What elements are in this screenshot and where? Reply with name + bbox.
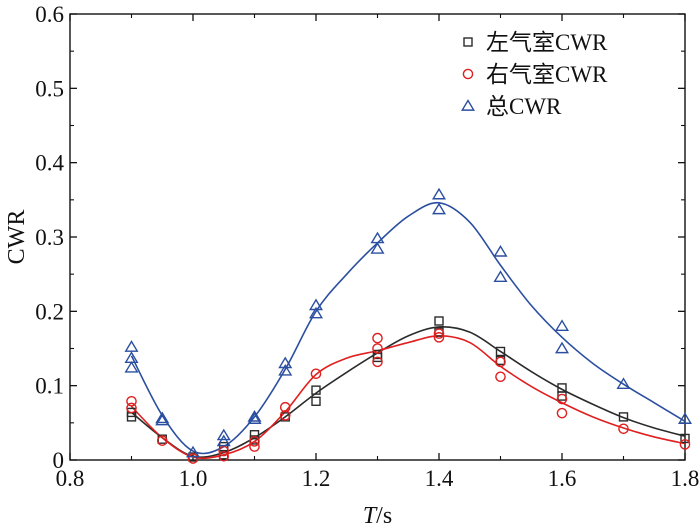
data-point-right-chamber xyxy=(187,453,199,464)
data-point-right-chamber xyxy=(279,410,291,421)
data-point-total xyxy=(616,377,631,390)
data-point-right-chamber xyxy=(372,356,383,368)
x-tick-label: 1.2 xyxy=(302,466,331,491)
data-point-total xyxy=(493,270,508,282)
data-point-total xyxy=(554,341,570,354)
data-point-total xyxy=(370,231,385,244)
data-point-total xyxy=(308,298,324,311)
data-point-left-chamber xyxy=(372,349,383,360)
x-tick-label: 1.0 xyxy=(179,466,208,491)
x-axis-title: T/s xyxy=(363,503,392,529)
x-tick-label: 1.6 xyxy=(548,466,577,491)
y-tick-label: 0.1 xyxy=(35,374,64,399)
legend-item-right-chamber: 右气室CWR xyxy=(462,62,608,87)
data-point-left-chamber xyxy=(219,441,229,452)
data-point-left-chamber xyxy=(311,396,321,406)
x-tick-label: 0.8 xyxy=(56,466,85,491)
data-point-right-chamber xyxy=(618,423,629,435)
legend-label: 右气室CWR xyxy=(486,62,608,87)
data-point-left-chamber xyxy=(249,430,260,440)
x-axis-title-unit: /s xyxy=(376,503,392,529)
data-point-right-chamber xyxy=(556,393,568,405)
data-point-total xyxy=(185,445,201,458)
fit-curve-right-chamber xyxy=(130,335,686,460)
data-point-right-chamber xyxy=(372,343,383,354)
data-point-left-chamber xyxy=(680,433,690,444)
data-point-left-chamber xyxy=(618,412,629,422)
data-point-right-chamber xyxy=(126,402,137,414)
data-point-total xyxy=(216,434,231,447)
data-points xyxy=(124,187,693,464)
y-tick-label: 0.6 xyxy=(35,2,64,27)
legend-marker-shape xyxy=(463,37,473,47)
y-tick-label: 0.3 xyxy=(35,225,64,250)
legend-item-left-chamber: 左气室CWR xyxy=(463,30,608,55)
data-point-total xyxy=(247,412,262,424)
legend-marker-square-icon xyxy=(463,37,473,47)
data-point-right-chamber xyxy=(249,436,260,447)
data-point-total xyxy=(370,242,385,254)
legend: 左气室CWR 右气室CWR 总CWR xyxy=(460,30,608,119)
data-point-total xyxy=(124,360,139,373)
fit-curve-total xyxy=(130,202,686,455)
x-tick-label: 1.4 xyxy=(425,466,454,491)
data-point-right-chamber xyxy=(495,356,506,368)
data-point-total xyxy=(155,411,170,424)
data-point-total xyxy=(677,412,693,424)
data-point-left-chamber xyxy=(557,383,567,393)
legend-item-total: 总CWR xyxy=(460,94,562,119)
data-point-total xyxy=(216,428,231,441)
data-point-total xyxy=(431,202,447,215)
x-tick-label: 1.8 xyxy=(671,466,700,491)
data-point-right-chamber xyxy=(249,441,260,452)
data-point-right-chamber xyxy=(556,407,568,419)
data-point-right-chamber xyxy=(679,439,691,450)
data-point-left-chamber xyxy=(126,407,137,418)
data-point-right-chamber xyxy=(433,328,445,339)
data-point-right-chamber xyxy=(218,445,230,457)
data-point-total xyxy=(124,340,139,352)
data-point-right-chamber xyxy=(279,401,291,413)
data-point-total xyxy=(247,410,262,422)
legend-marker-shape xyxy=(460,99,476,111)
y-tick-label: 0.5 xyxy=(35,76,64,101)
legend-marker-shape xyxy=(462,68,474,80)
data-point-left-chamber xyxy=(495,346,506,357)
legend-marker-circle-icon xyxy=(462,68,474,80)
data-point-total xyxy=(308,306,324,319)
data-point-total xyxy=(278,356,293,369)
y-axis-title: CWR xyxy=(4,210,30,265)
data-point-right-chamber xyxy=(310,368,322,380)
data-point-left-chamber xyxy=(311,385,321,395)
y-tick-label: 0.2 xyxy=(35,299,64,324)
y-tick-label: 0 xyxy=(53,448,65,473)
data-point-right-chamber xyxy=(433,332,445,343)
fit-curve-left-chamber xyxy=(130,326,686,458)
data-point-right-chamber xyxy=(495,371,506,383)
data-point-left-chamber xyxy=(434,316,444,326)
data-point-right-chamber xyxy=(372,332,383,344)
legend-label: 左气室CWR xyxy=(486,30,608,55)
legend-marker-triangle-icon xyxy=(460,99,476,111)
data-point-total xyxy=(155,413,170,426)
data-point-total xyxy=(431,187,447,200)
data-point-right-chamber xyxy=(218,450,230,462)
x-axis-title-symbol: T xyxy=(363,503,378,529)
y-tick-label: 0.4 xyxy=(35,151,64,176)
legend-label: 总CWR xyxy=(486,94,562,119)
data-point-total xyxy=(493,245,508,257)
data-point-total xyxy=(278,363,293,376)
data-point-total xyxy=(554,319,570,332)
data-point-right-chamber xyxy=(156,435,168,446)
fit-curves xyxy=(130,202,686,460)
data-point-right-chamber xyxy=(126,395,137,407)
ticks: 0.8 1.0 1.2 1.4 1.6 1.8 0 0.1 0.2 0.3 0.4 0.5 0.6 xyxy=(35,2,699,491)
